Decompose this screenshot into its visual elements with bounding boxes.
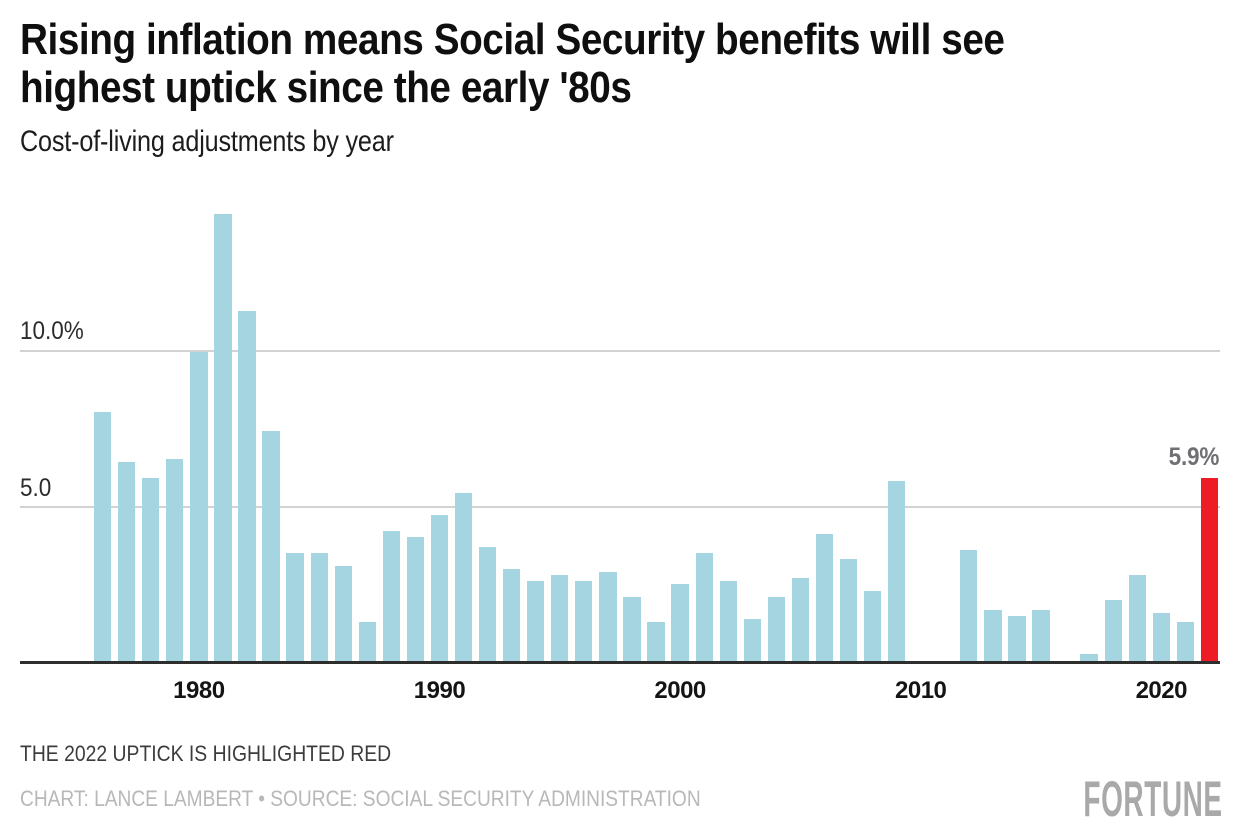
bar-2005: [791, 578, 810, 663]
bar-1986: [334, 565, 352, 663]
bar-2022: [1200, 477, 1219, 663]
bar-1991: [454, 493, 473, 663]
x-tick-2020: 2020: [1135, 677, 1188, 704]
chart-title: Rising inflation means Social Security b…: [20, 15, 1005, 112]
bar-1978: [142, 477, 160, 663]
bar-1981: [214, 213, 232, 663]
bar-1992: [478, 546, 497, 663]
x-tick-1990: 1990: [413, 677, 466, 704]
bar-2007: [839, 559, 858, 663]
bar-1987: [358, 622, 376, 663]
bar-1983: [262, 430, 280, 663]
bar-1979: [166, 458, 184, 663]
bar-1976: [94, 411, 112, 663]
fortune-logo: FORTUNE: [1083, 771, 1223, 827]
bar-2012: [960, 549, 978, 663]
bar-2021: [1176, 622, 1194, 663]
chart-source-credit: CHART: LANCE LAMBERT • SOURCE: SOCIAL SE…: [20, 786, 701, 811]
bar-1996: [575, 581, 593, 663]
bar-1993: [503, 568, 521, 663]
bar-1982: [238, 311, 256, 663]
bar-2002: [719, 581, 737, 663]
bar-1977: [118, 461, 136, 663]
bar-1988: [382, 531, 401, 663]
bar-2006: [815, 534, 834, 663]
chart-subtitle: Cost-of-living adjustments by year: [20, 125, 394, 158]
bar-1994: [527, 581, 545, 663]
bar-2020: [1152, 612, 1170, 663]
x-tick-2000: 2000: [654, 677, 706, 704]
bar-2009: [887, 480, 906, 663]
chart-note: THE 2022 UPTICK IS HIGHLIGHTED RED: [20, 741, 392, 766]
bars-plot-area: [94, 0, 1226, 663]
bar-2013: [984, 609, 1002, 663]
bar-1984: [286, 553, 304, 663]
bar-1999: [647, 622, 665, 663]
y-axis-label-5: 5.0: [20, 474, 52, 502]
bar-2017: [1080, 653, 1098, 663]
bar-2001: [695, 553, 713, 663]
bar-2004: [767, 597, 785, 663]
x-axis-tick-labels: 1980 1990 2000 2010 2020: [94, 677, 1226, 707]
bar-1980: [190, 351, 208, 663]
bar-2003: [743, 619, 761, 663]
gridline-5-percent: [20, 506, 1220, 508]
gridline-10-percent: [20, 350, 1220, 352]
bar-1985: [310, 553, 328, 663]
bar-2015: [1032, 609, 1050, 663]
bar-2014: [1008, 615, 1026, 663]
bar-1995: [551, 575, 569, 663]
bar-1990: [430, 515, 449, 663]
bar-2019: [1128, 575, 1146, 663]
bar-2018: [1104, 600, 1122, 663]
x-tick-1980: 1980: [173, 677, 225, 704]
bar-2000: [671, 584, 689, 663]
x-tick-2010: 2010: [894, 677, 947, 704]
bar-1997: [599, 571, 617, 663]
bar-1998: [623, 597, 641, 663]
bar-1989: [406, 537, 425, 663]
chart-header: Rising inflation means Social Security b…: [20, 16, 1230, 158]
x-axis-line: [20, 661, 1220, 664]
highlight-value-label: 5.9%: [1168, 443, 1219, 471]
bar-2008: [863, 590, 882, 663]
y-axis-label-10: 10.0%: [20, 317, 84, 345]
